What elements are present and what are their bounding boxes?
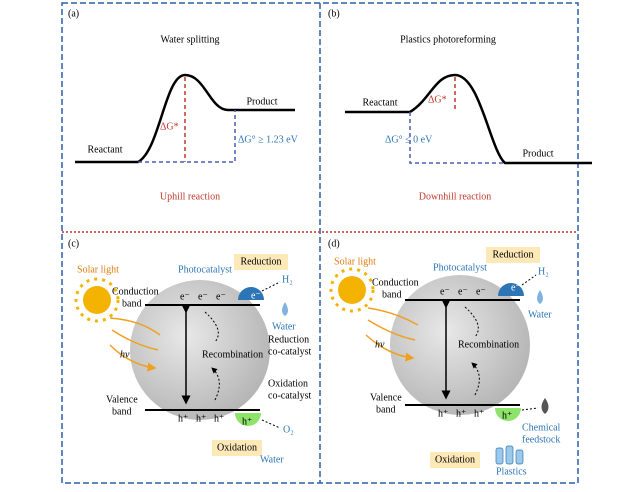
link	[521, 274, 537, 286]
link	[521, 407, 539, 411]
water-drop	[282, 302, 288, 316]
band-label: Conduction	[112, 286, 159, 297]
cocatalyst-label: Reduction	[268, 334, 309, 345]
hole: h⁺	[178, 413, 188, 424]
hole: h⁺	[502, 410, 512, 421]
feedstock-drop	[541, 398, 549, 414]
electron: e⁻	[216, 291, 226, 302]
energy: ΔG° ≤ 0 eV	[385, 134, 433, 145]
energy-curve	[75, 73, 295, 164]
label-box	[486, 247, 540, 263]
cocatalyst-label: co-catalyst	[268, 390, 312, 401]
hv: hν	[120, 349, 130, 360]
barrier: ΔG*	[160, 121, 179, 132]
oxidation: Oxidation	[435, 454, 475, 465]
oxidation-cocatalyst	[495, 408, 521, 421]
photocatalyst-particle	[130, 280, 270, 420]
electron: e⁻	[198, 291, 208, 302]
label-box	[212, 440, 262, 456]
caption: Downhill reaction	[419, 191, 491, 202]
panel-a: (a) Water splitting Reactant Product ΔG*…	[68, 8, 299, 202]
product: Product	[522, 148, 553, 159]
h2: H₂	[538, 266, 549, 277]
feedstock: feedstock	[522, 434, 560, 445]
hole: h⁺	[474, 408, 484, 419]
water: Water	[260, 454, 284, 465]
o2: O₂	[283, 424, 294, 435]
hv: hν	[375, 339, 385, 350]
band-label: Conduction	[372, 277, 419, 288]
energy-curve	[345, 73, 592, 165]
caption: Uphill reaction	[160, 191, 220, 202]
light-rays	[365, 307, 418, 358]
band-label: band	[376, 404, 395, 415]
electron: e⁻	[180, 291, 190, 302]
energy-line	[138, 110, 236, 163]
electron: e⁻	[476, 286, 486, 297]
hole: h⁺	[242, 416, 252, 427]
panel-label: (c)	[68, 238, 79, 249]
label-box	[430, 452, 480, 468]
reactant: Reactant	[363, 97, 398, 108]
electron: e⁻	[251, 290, 261, 301]
cocatalyst-label: co-catalyst	[268, 346, 312, 357]
solar-light: Solar light	[334, 256, 376, 267]
reduction-cocatalyst	[238, 287, 264, 300]
hole: h⁺	[214, 413, 224, 424]
band-label: Valence	[106, 394, 138, 405]
recombination-arrows	[204, 311, 220, 401]
link	[261, 419, 281, 429]
energy-line	[409, 112, 505, 164]
photocatalyst-particle	[390, 275, 530, 415]
water: Water	[528, 309, 552, 320]
recombination: Recombination	[458, 339, 519, 350]
panel-label: (d)	[328, 238, 340, 249]
label-box	[234, 254, 288, 270]
cocatalyst-label: Oxidation	[268, 378, 308, 389]
band-label: band	[122, 298, 141, 309]
feedstock: Chemical	[522, 422, 561, 433]
title: Plastics photoreforming	[400, 34, 496, 45]
energy: ΔG° ≥ 1.23 eV	[238, 134, 299, 145]
light-rays	[109, 317, 160, 368]
recombination: Recombination	[202, 349, 263, 360]
sun	[74, 277, 120, 323]
link	[261, 281, 281, 292]
electron: e⁻	[511, 282, 521, 293]
panel-b: (b) Plastics photoreforming Reactant Pro…	[328, 8, 592, 202]
product: Product	[246, 96, 277, 107]
solar-light: Solar light	[77, 264, 119, 275]
hole: h⁺	[438, 408, 448, 419]
water-drop	[537, 290, 543, 304]
hole: h⁺	[196, 413, 206, 424]
plastic-bottles	[495, 445, 524, 465]
water: Water	[272, 321, 296, 332]
reduction: Reduction	[492, 249, 533, 260]
band-label: band	[112, 406, 131, 417]
photocatalyst: Photocatalyst	[178, 264, 232, 275]
panel-label: (b)	[328, 8, 340, 19]
oxidation: Oxidation	[217, 442, 257, 453]
electron: e⁻	[440, 286, 450, 297]
h2: H₂	[282, 274, 293, 285]
electron: e⁻	[458, 286, 468, 297]
barrier: ΔG*	[428, 94, 447, 105]
panel-d: (d) Solar light hν Photocatalyst Reducti…	[328, 238, 561, 477]
title: Water splitting	[161, 34, 220, 45]
band-label: Valence	[370, 392, 402, 403]
reduction: Reduction	[240, 256, 281, 267]
panel-c: (c) Solar light hν Photocatalyst Reducti…	[68, 238, 312, 465]
hole: h⁺	[456, 408, 466, 419]
sun	[329, 267, 375, 313]
reduction-cocatalyst	[498, 283, 524, 296]
panel-label: (a)	[68, 8, 79, 19]
reactant: Reactant	[88, 144, 123, 155]
band-label: band	[382, 289, 401, 300]
recombination-arrows	[464, 306, 480, 396]
plastics: Plastics	[496, 466, 527, 477]
oxidation-cocatalyst	[235, 413, 261, 426]
photocatalyst: Photocatalyst	[433, 262, 487, 273]
